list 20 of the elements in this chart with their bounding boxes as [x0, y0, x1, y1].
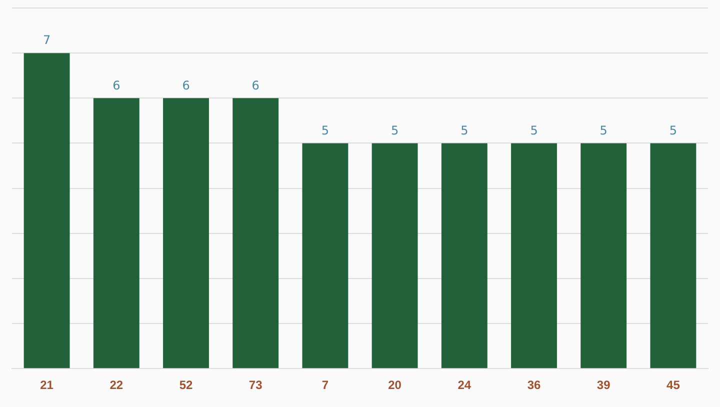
- data-label: 6: [182, 78, 190, 92]
- data-label: 5: [600, 123, 608, 138]
- x-tick-label: 20: [388, 378, 402, 392]
- data-label: 5: [321, 123, 330, 138]
- x-tick-label: 24: [458, 378, 472, 392]
- data-label: 6: [252, 78, 260, 92]
- data-label: 5: [460, 123, 468, 138]
- x-tick-label: 7: [322, 378, 329, 392]
- x-tick-label: 52: [179, 378, 193, 392]
- data-label: 5: [530, 123, 538, 138]
- x-tick-label: 45: [666, 378, 680, 392]
- data-label: 7: [42, 33, 51, 48]
- x-tick-label: 21: [40, 378, 54, 392]
- x-tick-label: 39: [596, 378, 611, 392]
- x-tick-label: 22: [110, 378, 124, 392]
- x-tick-label: 73: [248, 378, 263, 392]
- data-label: 5: [390, 123, 399, 138]
- x-tick-label: 36: [527, 378, 541, 392]
- data-label: 5: [669, 123, 678, 138]
- data-label: 6: [112, 78, 120, 92]
